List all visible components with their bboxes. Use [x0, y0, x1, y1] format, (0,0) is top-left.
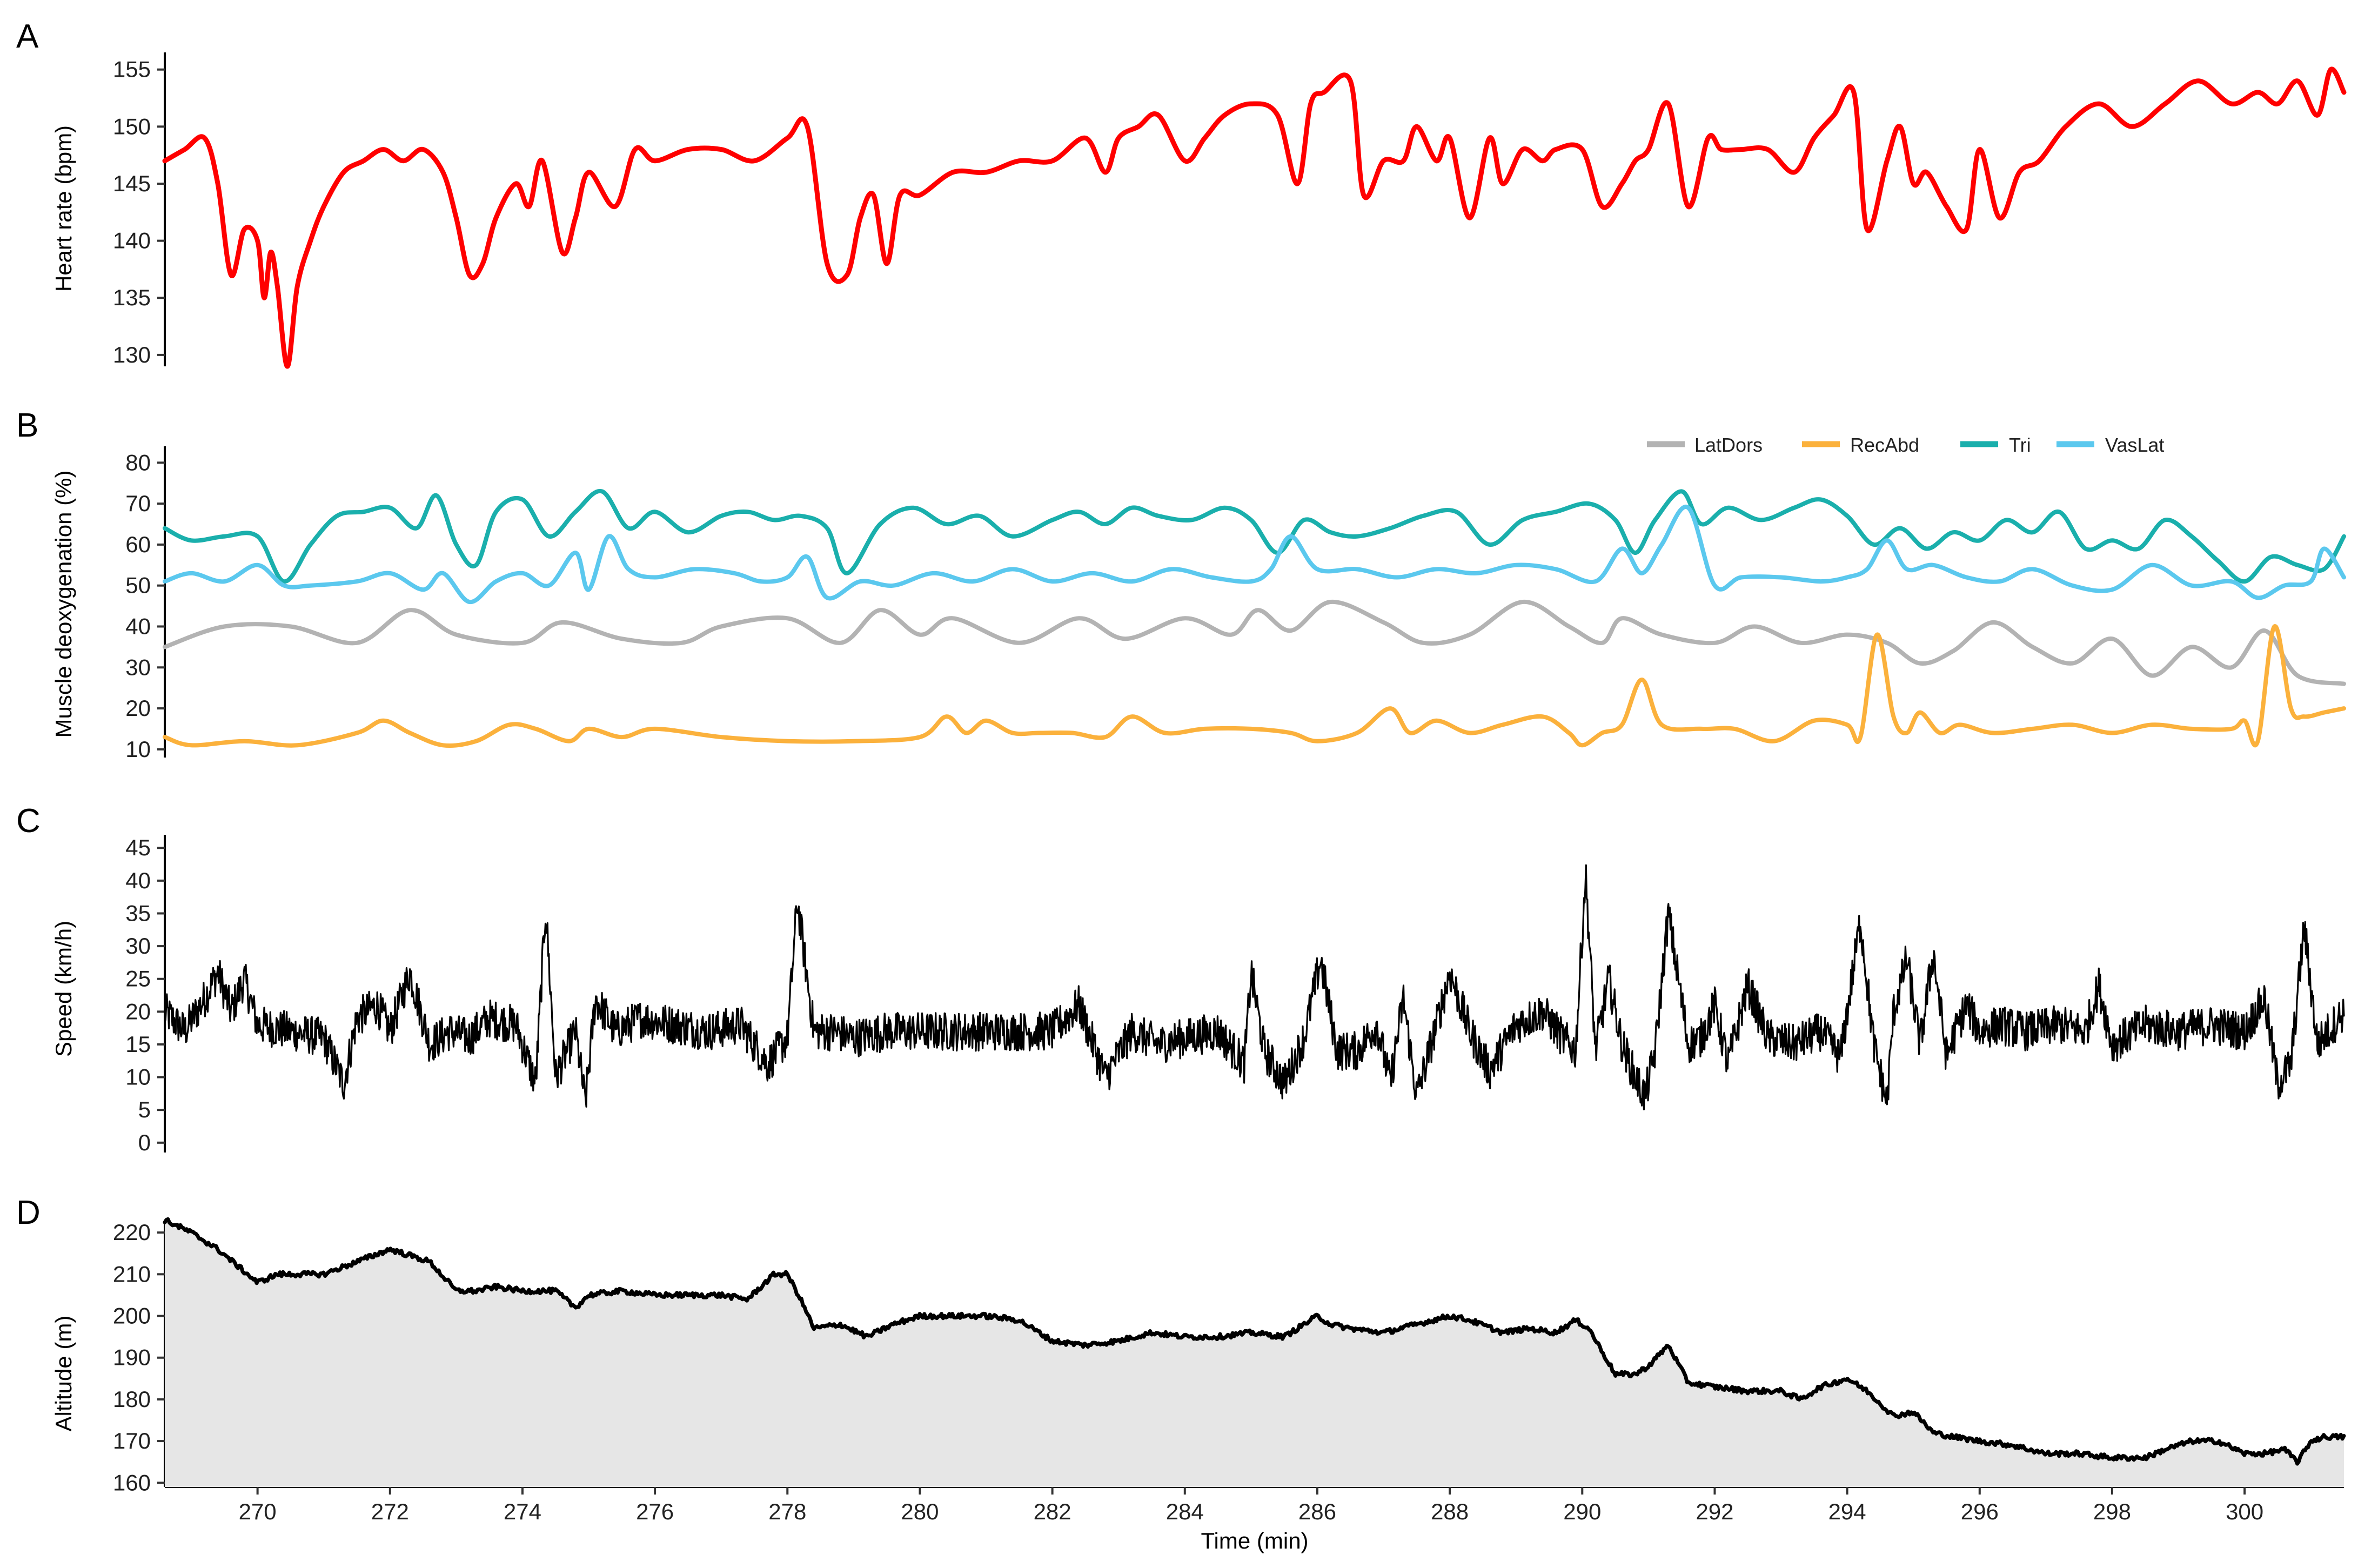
panel-c-y-tick-label: 35	[125, 900, 151, 926]
panel-d: D Altitude (m) 160 170 180 190 200 210 220 270 2…	[16, 1194, 2346, 1553]
panel-d-y-tick-label: 200	[113, 1303, 151, 1329]
panel-a-y-axis-title: Heart rate (bpm)	[51, 125, 76, 292]
panel-d-y-axis-title: Altitude (m)	[51, 1316, 76, 1432]
panel-d-x-tick-label: 294	[1828, 1499, 1866, 1524]
panel-c-y-tick-label: 0	[138, 1130, 151, 1155]
panel-d-y-tick-label: 220	[113, 1219, 151, 1245]
panel-d-series-line	[163, 1217, 2346, 1466]
panel-d-y-tick-label: 170	[113, 1428, 151, 1453]
panel-b: B Muscle deoxygenation (%) 10 20 30 40 50 60 7…	[16, 407, 2346, 762]
panel-d-x-tick-label: 300	[2226, 1499, 2263, 1524]
series-latdors	[163, 599, 2346, 686]
panel-c-y-tick-label: 40	[125, 868, 151, 893]
series-recabd	[163, 624, 2346, 748]
panel-d-x-tick-label: 270	[239, 1499, 277, 1524]
panel-a-letter: A	[16, 18, 39, 55]
panel-b-legend: LatDors RecAbd Tri VasLat	[1647, 434, 2164, 456]
panel-d-x-axis-title: Time (min)	[1201, 1528, 1308, 1553]
panel-b-axis: 10 20 30 40 50 60 70 80	[125, 446, 166, 762]
panel-b-y-axis-title: Muscle deoxygenation (%)	[51, 471, 76, 738]
panel-c-y-tick-label: 20	[125, 999, 151, 1024]
panel-c-series-line	[164, 864, 2345, 1110]
panel-d-y-tick-label: 190	[113, 1345, 151, 1370]
panel-d-x-tick-label: 288	[1431, 1499, 1469, 1524]
panel-d-x-tick-label: 296	[1961, 1499, 1999, 1524]
panel-a-plot-area	[162, 66, 2347, 369]
panel-c-letter: C	[16, 802, 41, 840]
legend-label-latdors: LatDors	[1694, 434, 1763, 456]
panel-b-y-tick-label: 30	[125, 654, 151, 680]
panel-c-y-axis-title: Speed (km/h)	[51, 921, 76, 1057]
panel-b-plot-area	[163, 488, 2346, 748]
panel-b-y-tick-label: 20	[125, 695, 151, 721]
panel-d-x-tick-label: 286	[1298, 1499, 1336, 1524]
series-vaslat	[163, 504, 2346, 604]
altitude-area-fill	[165, 1219, 2344, 1487]
panel-c-y-tick-label: 10	[125, 1064, 151, 1090]
legend-label-recabd: RecAbd	[1850, 434, 1919, 456]
panel-a-y-tick-label: 140	[113, 228, 151, 253]
panel-d-y-tick-label: 180	[113, 1386, 151, 1412]
panel-d-plot-area	[163, 1217, 2346, 1487]
panel-c-axis: 0 5 10 15 20 25 30 35 40 45	[125, 835, 166, 1155]
panel-b-y-tick-label: 60	[125, 532, 151, 557]
legend-label-tri: Tri	[2009, 434, 2031, 456]
panel-d-x-tick-label: 290	[1563, 1499, 1601, 1524]
panel-b-y-tick-label: 10	[125, 736, 151, 762]
panel-d-x-tick-label: 276	[636, 1499, 674, 1524]
panel-a-y-tick-label: 145	[113, 171, 151, 196]
panel-a-y-tick-label: 130	[113, 342, 151, 367]
panel-c: C Speed (km/h) 0 5 10 15 20 25 30 35 40 45	[16, 802, 2345, 1155]
panel-d-letter: D	[16, 1194, 41, 1231]
panel-d-x-tick-label: 278	[768, 1499, 806, 1524]
panel-a-y-tick-label: 155	[113, 57, 151, 82]
panel-d-x-tick-label: 298	[2093, 1499, 2131, 1524]
panel-a-y-tick-label: 135	[113, 285, 151, 310]
panel-a-series-line	[162, 66, 2347, 369]
panel-d-x-tick-label: 274	[504, 1499, 541, 1524]
panel-b-y-tick-label: 80	[125, 450, 151, 475]
series-tri	[163, 488, 2346, 584]
panel-b-letter: B	[16, 407, 38, 444]
panel-a-y-tick-label: 150	[113, 113, 151, 139]
panel-d-x-tick-label: 272	[371, 1499, 409, 1524]
panel-d-x-tick-label: 282	[1034, 1499, 1071, 1524]
panel-d-x-tick-label: 280	[901, 1499, 939, 1524]
panel-c-y-tick-label: 5	[138, 1097, 151, 1122]
panel-c-y-tick-label: 25	[125, 966, 151, 991]
panel-d-x-tick-label: 292	[1696, 1499, 1733, 1524]
panel-c-y-tick-label: 15	[125, 1031, 151, 1057]
panel-c-plot-area	[164, 864, 2345, 1110]
panel-d-x-tick-label: 284	[1166, 1499, 1204, 1524]
panel-b-y-tick-label: 40	[125, 613, 151, 639]
panel-d-y-tick-label: 210	[113, 1261, 151, 1286]
legend-label-vaslat: VasLat	[2105, 434, 2164, 456]
panel-b-y-tick-label: 50	[125, 573, 151, 598]
panel-d-y-tick-label: 160	[113, 1470, 151, 1495]
panel-a: A Heart rate (bpm) 130 135 140 145 150 155	[16, 18, 2347, 369]
panel-a-axis: 130 135 140 145 150 155	[113, 52, 166, 367]
panel-b-y-tick-label: 70	[125, 491, 151, 516]
panel-c-y-tick-label: 30	[125, 933, 151, 959]
panel-c-y-tick-label: 45	[125, 835, 151, 860]
